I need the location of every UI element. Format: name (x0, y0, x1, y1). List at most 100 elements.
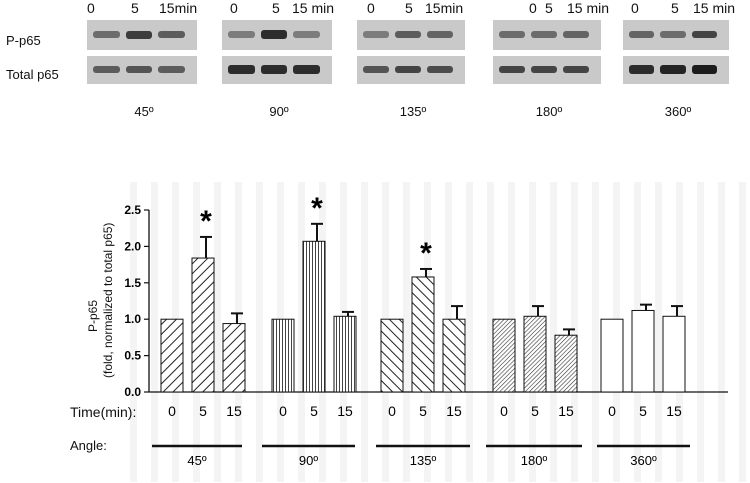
blot-time-label: 0 (367, 0, 375, 16)
blot-time-labels: 0 5 15 min (222, 0, 335, 18)
x-tick-label-time: 5 (199, 403, 207, 419)
x-tick-label-time: 15 (558, 403, 574, 419)
x-tick-label-time: 5 (639, 403, 647, 419)
blot-band-total-p65 (125, 65, 153, 74)
background-strip (571, 182, 578, 482)
x-tick-label-time: 15 (337, 403, 353, 419)
blot-time-label: 5 (272, 0, 280, 16)
blot-time-label: 15 min (567, 0, 610, 16)
blot-band-pp65 (293, 31, 320, 38)
x-tick-label-time: 15 (446, 403, 462, 419)
background-strip (718, 182, 725, 482)
blot-time-label: 5 (131, 0, 139, 16)
significance-marker: * (311, 192, 323, 225)
bar (631, 309, 655, 393)
blot-band-pp65 (531, 31, 557, 38)
background-strip (487, 182, 494, 482)
blot-band-pp65 (260, 30, 288, 39)
blot-band-total-p65 (260, 65, 288, 74)
bar (160, 318, 184, 393)
bar (442, 318, 466, 393)
angle-group-label: 135º (410, 453, 437, 468)
blot-angle-label: 360º (664, 104, 692, 119)
y-tick-label: 1.5 (124, 276, 141, 290)
angle-group-label: 45º (187, 453, 206, 468)
background-strip (466, 182, 473, 482)
time-row-label: Time(min): (70, 404, 137, 420)
blot-row-label-pp65: P-p65 (6, 33, 41, 48)
angle-group-label: 360º (630, 453, 657, 468)
blot-time-label: 15min (425, 0, 464, 16)
background-strip (655, 182, 662, 482)
background-strip (130, 182, 137, 482)
blot-band-pp65 (228, 31, 255, 38)
bar (302, 240, 326, 393)
x-tick-label-time: 15 (666, 403, 682, 419)
bar (523, 315, 547, 393)
blot-band-pp65 (395, 30, 421, 39)
bar (333, 315, 357, 393)
x-tick-label-time: 5 (419, 403, 427, 419)
x-tick-label-time: 0 (500, 403, 508, 419)
y-tick-label: 0.5 (124, 349, 141, 363)
bar (662, 315, 686, 393)
blot-angle-label: 135º (399, 104, 427, 119)
background-strip (361, 182, 368, 482)
blot-band-pp65 (629, 31, 655, 38)
blot-band-pp65 (499, 31, 525, 38)
blot-band-pp65 (563, 31, 589, 38)
x-tick-label-time: 0 (608, 403, 616, 419)
bar (554, 334, 578, 393)
background-strip (151, 182, 158, 482)
blot-band-pp65 (660, 31, 686, 38)
background-strip (256, 182, 263, 482)
blot-time-label: 0 (529, 0, 537, 16)
blot-time-labels: 0 5 15 min (623, 0, 735, 18)
blot-band-pp65 (93, 31, 120, 38)
blot-time-labels: 0 5 15min (87, 0, 197, 18)
x-tick-label-time: 0 (279, 403, 287, 419)
blot-band-total-p65 (629, 65, 655, 74)
angle-row-label: Angle: (70, 438, 107, 453)
x-tick-label-time: 15 (226, 403, 242, 419)
blot-band-total-p65 (228, 65, 255, 74)
blot-time-labels: 0 5 15min (357, 0, 465, 18)
x-tick-label-time: 0 (168, 403, 176, 419)
blot-band-pp65 (125, 30, 153, 39)
blot-band-total-p65 (293, 65, 320, 74)
y-tick-label: 1.0 (124, 312, 141, 326)
bar (222, 323, 246, 393)
x-tick-label-time: 0 (388, 403, 396, 419)
significance-marker: * (200, 205, 212, 238)
blot-band-pp65 (158, 30, 185, 39)
blot-band-total-p65 (660, 65, 686, 74)
blot-angle-label: 90º (269, 104, 289, 119)
bar (380, 318, 404, 393)
significance-marker: * (420, 237, 432, 270)
blot-band-total-p65 (427, 65, 453, 74)
blot-band-total-p65 (691, 65, 717, 74)
background-strip (214, 182, 221, 482)
x-tick-label-time: 5 (310, 403, 318, 419)
y-tick-label: 2.0 (124, 239, 141, 253)
blot-time-labels: 0 5 15 min (493, 0, 609, 18)
blot-time-label: 5 (405, 0, 413, 16)
angle-group-label: 90º (299, 453, 318, 468)
blot-band-total-p65 (93, 65, 120, 74)
blot-row-label-total-p65: Total p65 (6, 67, 59, 82)
blot-time-label: 0 (631, 0, 639, 16)
blot-band-total-p65 (395, 65, 421, 74)
bar (271, 318, 295, 393)
background-strip (550, 182, 557, 482)
background-strip (403, 182, 410, 482)
y-tick-label: 2.5 (124, 203, 141, 217)
blot-band-total-p65 (531, 65, 557, 74)
blot-time-label: 5 (545, 0, 553, 16)
blot-band-total-p65 (563, 65, 589, 74)
blot-time-label: 15 min (292, 0, 335, 16)
blot-angle-label: 180º (535, 104, 563, 119)
blot-band-total-p65 (363, 65, 389, 74)
blot-band-pp65 (427, 31, 453, 38)
blot-band-pp65 (691, 30, 717, 39)
blot-time-label: 15 min (693, 0, 736, 16)
